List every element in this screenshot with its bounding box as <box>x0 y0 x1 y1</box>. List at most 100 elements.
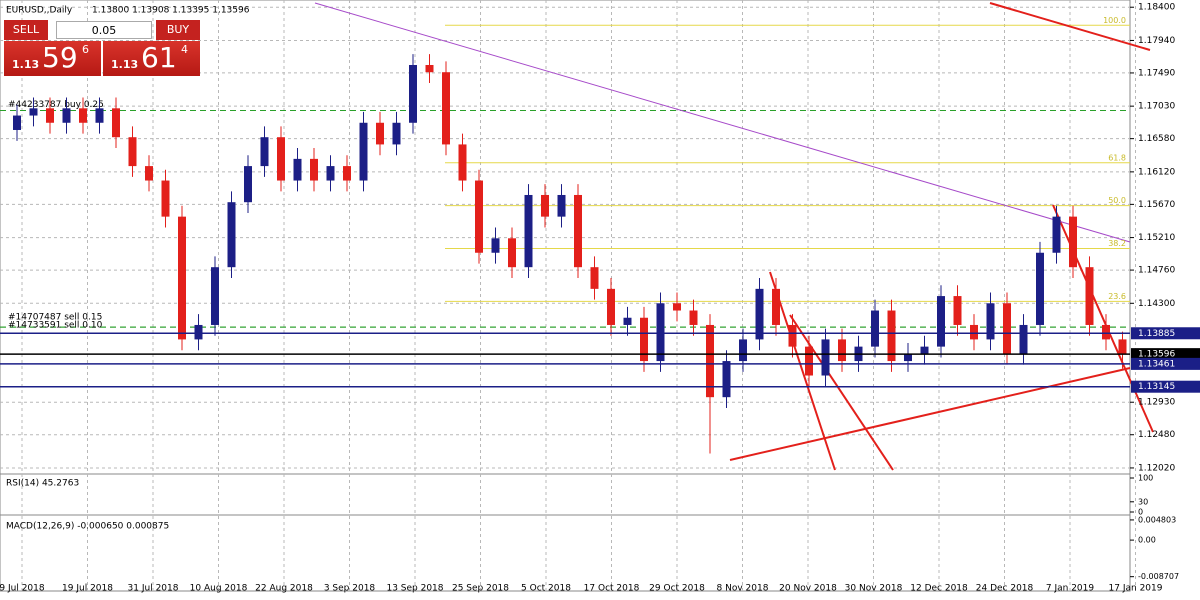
candle-body <box>95 108 104 123</box>
price-level-label: 1.13461 <box>1138 359 1175 369</box>
candle-body <box>970 324 978 340</box>
candle-body <box>343 166 351 181</box>
candle-body <box>574 194 582 268</box>
price-big: 1.13 <box>111 58 139 71</box>
price-frac: 4 <box>181 43 188 56</box>
candle-body <box>607 288 615 325</box>
candle-body <box>722 361 731 398</box>
x-tick-label: 9 Jul 2018 <box>0 584 45 594</box>
sell-price[interactable]: 1.13 59 6 <box>4 41 101 76</box>
plot-frame <box>0 0 1131 592</box>
candle-body <box>359 122 368 181</box>
y-tick-label: 0.00 <box>1138 536 1156 545</box>
y-tick-label: 1.14760 <box>1138 266 1175 276</box>
rsi-label: RSI(14) 45.2763 <box>6 479 79 489</box>
y-tick-label: 1.17030 <box>1138 102 1175 112</box>
candle-body <box>46 108 54 123</box>
x-tick-label: 22 Aug 2018 <box>255 584 313 594</box>
candle-body <box>326 166 335 181</box>
sell-button[interactable]: SELL <box>4 20 48 40</box>
price-level-label: 1.13145 <box>1138 382 1175 392</box>
y-tick-label: 1.18400 <box>1138 3 1175 13</box>
trendline <box>769 271 836 471</box>
buy-button[interactable]: BUY <box>156 20 200 40</box>
candle-body <box>656 303 665 362</box>
candle-body <box>1019 324 1028 354</box>
candle-body <box>986 303 995 340</box>
price-pips: 59 <box>42 41 78 74</box>
candle-body <box>557 194 566 217</box>
y-tick-label: 0 <box>1138 508 1143 517</box>
x-tick-label: 10 Aug 2018 <box>190 584 248 594</box>
candle-body <box>772 288 780 325</box>
y-tick-label: 0.004803 <box>1138 515 1176 524</box>
candle-body <box>161 180 170 217</box>
order-label: #44233787 buy 0.25 <box>8 100 104 110</box>
candle-body <box>1036 252 1044 325</box>
x-tick-label: 30 Nov 2018 <box>845 584 903 594</box>
candle-body <box>920 346 929 354</box>
price-pips: 61 <box>141 41 177 74</box>
y-tick-label: 1.17940 <box>1138 36 1175 46</box>
price-level-box <box>1131 348 1200 361</box>
candle-body <box>673 303 681 311</box>
candle-body <box>145 166 153 181</box>
candle-body <box>128 137 137 167</box>
candle-body <box>739 339 747 362</box>
candle-body <box>1085 267 1094 325</box>
trendline <box>314 2 1131 243</box>
x-tick-label: 13 Sep 2018 <box>386 584 443 594</box>
candle-body <box>821 339 830 376</box>
y-tick-label: 1.15210 <box>1138 233 1175 243</box>
candle-body <box>409 64 417 123</box>
order-label: #14733591 sell 0.10 <box>8 321 103 331</box>
x-tick-label: 17 Oct 2018 <box>584 584 640 594</box>
x-tick-label: 25 Sep 2018 <box>452 584 509 594</box>
candle-body <box>442 72 450 145</box>
candle-body <box>310 158 318 181</box>
candle-body <box>755 288 764 340</box>
candle-body <box>1102 324 1110 340</box>
lot-input[interactable]: 0.05 <box>56 21 152 39</box>
y-tick-label: 30 <box>1138 497 1148 506</box>
candle-body <box>805 346 813 376</box>
buy-price[interactable]: 1.13 61 4 <box>103 41 200 76</box>
price-level-box <box>1131 357 1200 370</box>
candle-body <box>62 108 71 123</box>
candle-body <box>491 238 500 253</box>
candle-body <box>458 144 467 181</box>
x-tick-label: 8 Nov 2018 <box>717 584 769 594</box>
x-tick-label: 12 Dec 2018 <box>910 584 968 594</box>
candle-body <box>425 64 434 73</box>
y-tick-label: 1.16120 <box>1138 167 1175 177</box>
fib-label: 61.8 <box>1108 153 1126 162</box>
x-tick-label: 5 Oct 2018 <box>521 584 571 594</box>
y-tick-label: 1.12020 <box>1138 463 1175 473</box>
x-tick-label: 31 Jul 2018 <box>128 584 179 594</box>
candle-body <box>788 324 797 347</box>
fib-label: 100.0 <box>1103 16 1126 25</box>
price-level-label: 1.13596 <box>1138 350 1175 360</box>
candle-body <box>79 108 87 123</box>
candle-body <box>937 296 945 347</box>
chart-header-symbol: EURUSD,,Daily <box>6 6 73 16</box>
candle-body <box>178 216 186 340</box>
fib-label: 38.2 <box>1108 239 1126 248</box>
candle-body <box>689 310 698 325</box>
candle-body <box>211 267 219 325</box>
candle-body <box>244 166 252 203</box>
fib-label: 50.0 <box>1108 196 1126 205</box>
candle-body <box>904 353 912 362</box>
candle-body <box>194 324 203 340</box>
macd-label: MACD(12,26,9) -0.000650 0.000875 <box>6 522 169 532</box>
candle-body <box>1118 339 1127 355</box>
chart-header-ohlc: 1.13800 1.13908 1.13395 1.13596 <box>92 6 250 16</box>
x-tick-label: 19 Jul 2018 <box>62 584 113 594</box>
candle-body <box>13 115 21 130</box>
candle-body <box>887 310 896 362</box>
candle-body <box>953 296 962 325</box>
candle-body <box>260 137 269 167</box>
candle-body <box>293 158 302 181</box>
candle-body <box>392 122 401 145</box>
